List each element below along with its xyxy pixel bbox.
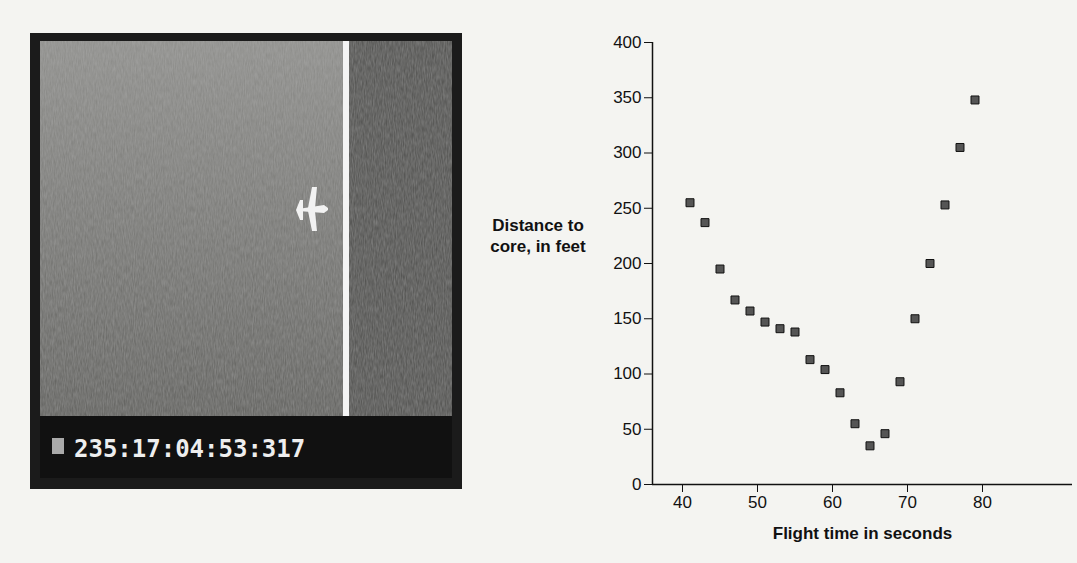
svg-text:60: 60 (823, 493, 842, 512)
svg-text:150: 150 (613, 309, 641, 328)
svg-text:250: 250 (613, 199, 641, 218)
svg-text:70: 70 (898, 493, 917, 512)
svg-text:40: 40 (673, 493, 692, 512)
svg-text:100: 100 (613, 364, 641, 383)
svg-text:50: 50 (748, 493, 767, 512)
svg-text:300: 300 (613, 143, 641, 162)
svg-text:400: 400 (613, 33, 641, 52)
svg-text:80: 80 (973, 493, 992, 512)
svg-text:235:17:04:53:317: 235:17:04:53:317 (74, 435, 305, 463)
svg-text:350: 350 (613, 88, 641, 107)
svg-text:Flight time in seconds: Flight time in seconds (773, 524, 952, 543)
svg-text:50: 50 (623, 420, 642, 439)
html-text:Distance to core, in feet: Distance to core, in feet (490, 216, 586, 257)
svg-text:0: 0 (632, 475, 641, 494)
svg-text:200: 200 (613, 254, 641, 273)
